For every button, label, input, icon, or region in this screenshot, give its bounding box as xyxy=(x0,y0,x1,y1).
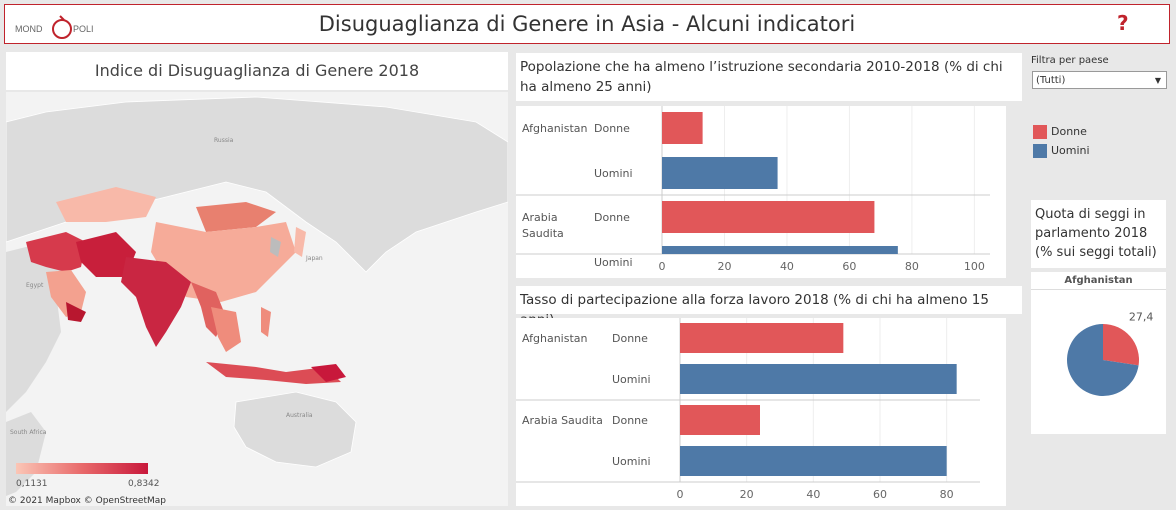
map-label-japan: Japan xyxy=(305,255,323,262)
bar-donne xyxy=(680,405,760,435)
x-tick-label: 0 xyxy=(659,260,666,273)
chart1-title-panel: Popolazione che ha almeno l’istruzione s… xyxy=(516,53,1022,101)
bar-donne xyxy=(662,201,875,233)
legend-swatch-men xyxy=(1033,144,1047,158)
x-tick-label: 40 xyxy=(780,260,794,273)
country-filter-dropdown[interactable]: (Tutti) ▼ xyxy=(1032,71,1167,89)
bar-category-label: Donne xyxy=(612,332,648,345)
bar-category-label: Uomini xyxy=(594,167,633,180)
pie-slice-donne xyxy=(1103,324,1139,366)
bar-donne xyxy=(662,112,703,144)
map-title-panel: Indice di Disuguaglianza di Genere 2018 xyxy=(6,52,508,90)
x-tick-label: 80 xyxy=(940,488,954,501)
pie-title-panel: Quota di seggi in parlamento 2018 (% sui… xyxy=(1031,200,1166,268)
pie-country-header: Afghanistan xyxy=(1031,275,1166,290)
bar-uomini xyxy=(680,446,947,476)
map-title: Indice di Disuguaglianza di Genere 2018 xyxy=(94,61,420,80)
bar-uomini xyxy=(662,157,778,189)
x-tick-label: 0 xyxy=(677,488,684,501)
chart1-panel: 0 20 40 60 80 100 Afghanistan Donne Uomini Arabia… xyxy=(516,106,1006,278)
country-label: Saudita xyxy=(522,227,564,240)
x-tick-label: 60 xyxy=(873,488,887,501)
bar-category-label: Donne xyxy=(594,211,630,224)
map-legend-min: 0,1131 xyxy=(16,479,48,489)
legend-item-women[interactable]: Donne xyxy=(1033,125,1087,139)
map-legend-max: 0,8342 xyxy=(128,479,160,489)
chart2-title-panel: Tasso di partecipazione alla forza lavor… xyxy=(516,286,1022,328)
map-label-south-africa: South Africa xyxy=(10,429,47,436)
education-bar-chart: 0 20 40 60 80 100 Afghanistan Donne Uomini Arabia… xyxy=(516,106,990,273)
pie-title: Quota di seggi in parlamento 2018 (% sui… xyxy=(1035,207,1157,260)
map-label-australia: Australia xyxy=(286,412,313,419)
bar-donne xyxy=(680,323,844,353)
mondopoli-logo: MOND POLI xyxy=(15,15,105,39)
country-label: Afghanistan xyxy=(522,122,588,135)
map-legend-gradient xyxy=(16,463,148,474)
country-label: Arabia Saudita xyxy=(522,414,603,427)
map-attribution[interactable]: © 2021 Mapbox © OpenStreetMap xyxy=(8,496,166,506)
x-tick-label: 20 xyxy=(740,488,754,501)
x-tick-label: 60 xyxy=(842,260,856,273)
x-tick-label: 20 xyxy=(717,260,731,273)
bar-uomini xyxy=(662,246,898,254)
pie-slice-uomini xyxy=(1067,324,1139,396)
legend-label-women: Donne xyxy=(1051,125,1087,138)
bar-category-label: Uomini xyxy=(612,455,651,468)
parliament-pie-chart: 27,4 xyxy=(1067,311,1154,396)
labor-bar-chart: 0 20 40 60 80 Afghanistan Donne Uomini Arabia Sa… xyxy=(516,318,980,501)
svg-text:POLI: POLI xyxy=(73,24,94,34)
bar-category-label: Uomini xyxy=(594,256,633,269)
legend-item-men[interactable]: Uomini xyxy=(1033,144,1090,158)
pie-data-label: 27,4 xyxy=(1129,311,1154,324)
filter-value: (Tutti) xyxy=(1036,75,1066,86)
header-bar: MOND POLI Disuguaglianza di Genere in As… xyxy=(4,4,1170,44)
dashboard-title: Disuguaglianza di Genere in Asia - Alcun… xyxy=(318,12,856,36)
x-tick-label: 100 xyxy=(964,260,985,273)
pie-panel: Afghanistan 27,4 xyxy=(1031,272,1166,434)
legend-swatch-women xyxy=(1033,125,1047,139)
map-label-russia: Russia xyxy=(214,137,234,144)
country-label: Afghanistan xyxy=(522,332,588,345)
country-label: Arabia xyxy=(522,211,558,224)
bar-category-label: Uomini xyxy=(612,373,651,386)
chevron-down-icon: ▼ xyxy=(1154,76,1161,85)
x-tick-label: 40 xyxy=(806,488,820,501)
legend-label-men: Uomini xyxy=(1051,144,1090,157)
help-button[interactable]: ? xyxy=(1117,11,1129,35)
chart1-title: Popolazione che ha almeno l’istruzione s… xyxy=(520,59,1003,95)
bar-uomini xyxy=(680,364,957,394)
chart2-panel: 0 20 40 60 80 Afghanistan Donne Uomini Arabia Sa… xyxy=(516,318,1006,506)
choropleth-map[interactable]: Russia Japan Egypt Australia South Afric… xyxy=(5,92,509,506)
filter-label: Filtra per paese xyxy=(1031,55,1109,66)
bar-category-label: Donne xyxy=(612,414,648,427)
svg-text:MOND: MOND xyxy=(15,24,43,34)
bar-category-label: Donne xyxy=(594,122,630,135)
map-label-egypt: Egypt xyxy=(26,282,44,289)
x-tick-label: 80 xyxy=(905,260,919,273)
